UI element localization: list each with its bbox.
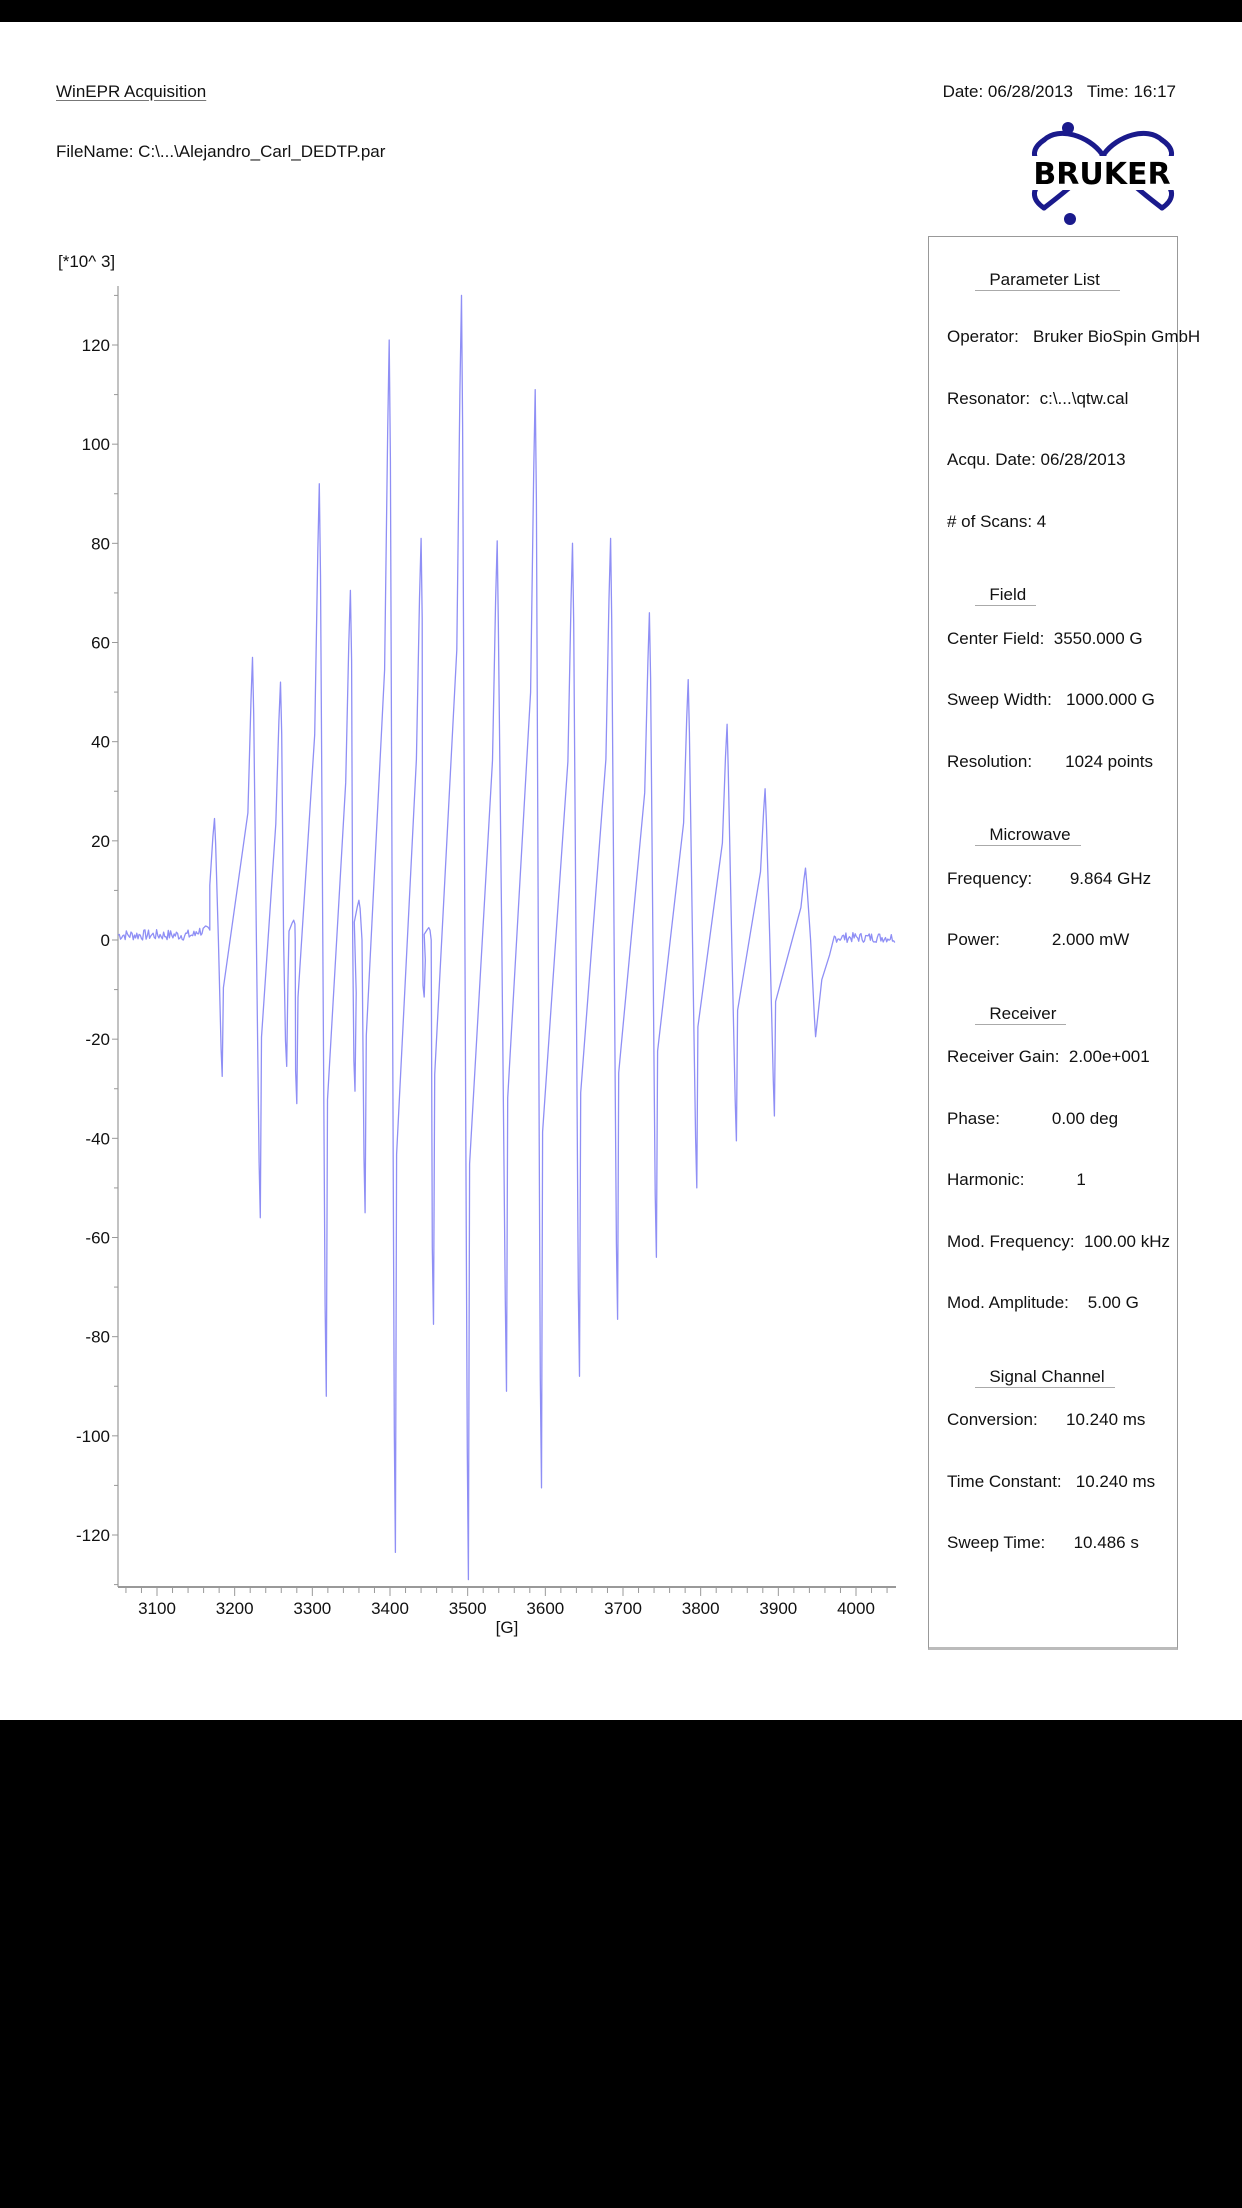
receiver-section-title: Receiver (975, 1004, 1067, 1025)
svg-text:3200: 3200 (216, 1599, 254, 1618)
param-sweep-time: Sweep Time: 10.486 s (947, 1533, 1139, 1552)
acquisition-datetime: Date: 06/28/2013 Time: 16:17 (942, 82, 1176, 101)
report-title: WinEPR Acquisition (56, 82, 207, 101)
param-power: Power: 2.000 mW (947, 930, 1130, 949)
svg-text:3900: 3900 (759, 1599, 797, 1618)
y-axis-unit-label: [*10^ 3] (58, 252, 116, 271)
spectrum-trace (117, 294, 896, 1581)
svg-text:-40: -40 (85, 1129, 110, 1148)
x-axis-label: [G] (496, 1618, 519, 1637)
svg-text:-100: -100 (76, 1427, 110, 1446)
svg-text:40: 40 (91, 733, 110, 752)
parameter-list-title: Parameter List (975, 270, 1120, 291)
epr-spectrum-chart: -120 -100 -80 -60 -40 -20 0 20 40 60 80 100 120 3100 3… (76, 286, 896, 1637)
field-section-title: Field (975, 585, 1037, 606)
svg-text:100: 100 (82, 435, 110, 454)
svg-text:-120: -120 (76, 1526, 110, 1545)
param-operator: Operator: Bruker BioSpin GmbH (947, 327, 1201, 346)
svg-text:-80: -80 (85, 1328, 110, 1347)
param-time-constant: Time Constant: 10.240 ms (947, 1471, 1156, 1491)
svg-text:3100: 3100 (138, 1599, 176, 1618)
param-frequency: Frequency: 9.864 GHz (947, 868, 1152, 888)
svg-text:BRUKER: BRUKER (1033, 157, 1170, 192)
microwave-section-title: Microwave (975, 825, 1081, 846)
param-resonator: Resonator: c:\...\qtw.cal (947, 388, 1129, 408)
svg-text:120: 120 (82, 336, 110, 355)
param-mod-frequency: Mod. Frequency: 100.00 kHz (947, 1231, 1171, 1251)
filename-label: FileName: C:\...\Alejandro_Carl_DEDTP.pa… (56, 142, 386, 161)
param-center-field: Center Field: 3550.000 G (947, 628, 1143, 648)
report-page: WinEPR Acquisition Date: 06/28/2013 Time… (0, 22, 1242, 1720)
param-mod-amplitude: Mod. Amplitude: 5.00 G (947, 1293, 1139, 1312)
svg-text:3800: 3800 (682, 1599, 720, 1618)
bruker-logo-icon: BRUKER (1026, 122, 1178, 225)
param-sweep-width: Sweep Width: 1000.000 G (947, 690, 1155, 709)
svg-text:3300: 3300 (293, 1599, 331, 1618)
param-resolution: Resolution: 1024 points (947, 751, 1154, 771)
parameter-list-panel: Parameter List Operator: Bruker BioSpin … (928, 236, 1200, 1650)
svg-text:-20: -20 (85, 1030, 110, 1049)
chart-axes: -120 -100 -80 -60 -40 -20 0 20 40 60 80 100 120 3100 3… (76, 286, 896, 1618)
svg-text:4000: 4000 (837, 1599, 875, 1618)
svg-text:3700: 3700 (604, 1599, 642, 1618)
signal-channel-section-title: Signal Channel (975, 1367, 1115, 1388)
bottom-letterbox (0, 1720, 1242, 2208)
param-phase: Phase: 0.00 deg (947, 1108, 1119, 1128)
svg-text:60: 60 (91, 634, 110, 653)
svg-text:3600: 3600 (526, 1599, 564, 1618)
svg-text:20: 20 (91, 832, 110, 851)
param-scans: # of Scans: 4 (947, 511, 1047, 531)
param-receiver-gain: Receiver Gain: 2.00e+001 (947, 1047, 1150, 1066)
svg-text:-60: -60 (85, 1229, 110, 1248)
svg-text:3400: 3400 (371, 1599, 409, 1618)
param-acqu-date: Acqu. Date: 06/28/2013 (947, 450, 1126, 469)
svg-text:0: 0 (101, 931, 110, 950)
svg-text:3500: 3500 (449, 1599, 487, 1618)
param-conversion: Conversion: 10.240 ms (947, 1410, 1146, 1429)
param-harmonic: Harmonic: 1 (947, 1170, 1086, 1189)
svg-text:80: 80 (91, 534, 110, 553)
